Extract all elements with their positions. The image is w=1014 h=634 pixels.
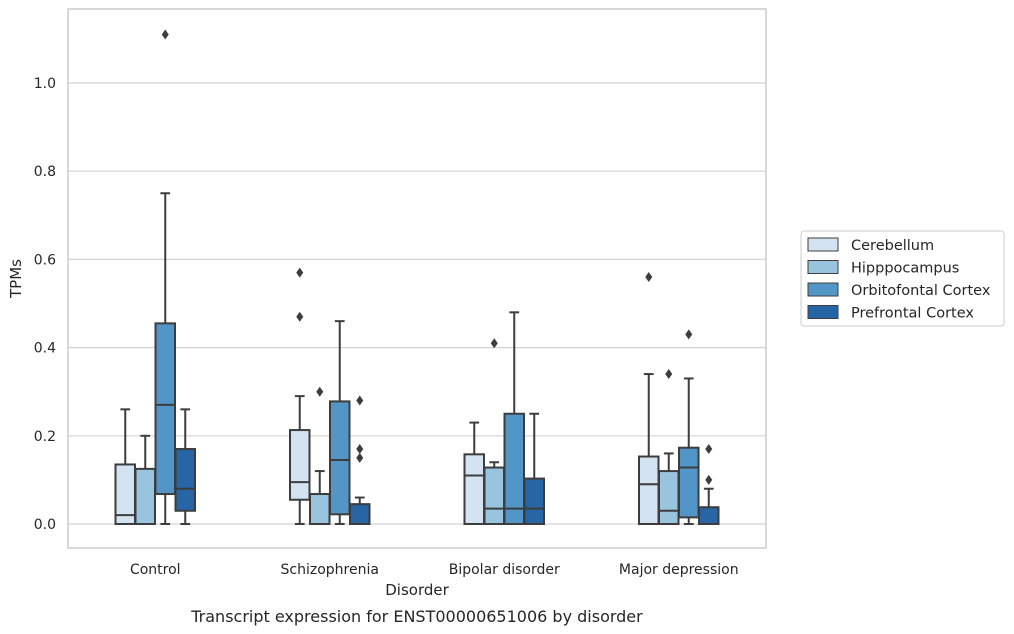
legend-label: Cerebellum bbox=[851, 238, 934, 254]
box-prefrontal-cortex-1 bbox=[349, 395, 371, 525]
x-tick-label: Bipolar disorder bbox=[449, 562, 560, 578]
legend-label: Hipppocampus bbox=[851, 261, 959, 277]
legend-swatch bbox=[807, 237, 839, 252]
outlier-point bbox=[296, 267, 304, 278]
box-hipppocampus-3 bbox=[658, 369, 680, 525]
outlier-point bbox=[645, 272, 653, 283]
outlier-point bbox=[316, 386, 324, 397]
box-iqr bbox=[463, 453, 485, 525]
box-iqr bbox=[134, 467, 156, 525]
box-orbitofontal-cortex-2 bbox=[503, 311, 525, 525]
y-tick-label: 0.0 bbox=[34, 517, 56, 533]
plot-frame bbox=[67, 8, 767, 549]
box-iqr bbox=[174, 448, 196, 512]
box-iqr bbox=[503, 412, 525, 525]
box-iqr bbox=[638, 455, 660, 526]
box-orbitofontal-cortex-1 bbox=[329, 320, 351, 525]
box-iqr bbox=[658, 470, 680, 525]
y-axis-ticks: 0.0 0.2 0.4 0.6 0.8 1.0 bbox=[34, 76, 56, 533]
box-iqr bbox=[678, 446, 700, 519]
box-iqr bbox=[523, 477, 545, 525]
outlier-point bbox=[356, 444, 364, 455]
box-hipppocampus-1 bbox=[309, 386, 331, 525]
box-iqr bbox=[349, 503, 371, 525]
x-tick-label: Control bbox=[130, 562, 181, 578]
box-iqr bbox=[483, 466, 505, 525]
outlier-point bbox=[356, 395, 364, 406]
y-tick-label: 0.8 bbox=[34, 164, 56, 180]
box-cerebellum-3 bbox=[638, 272, 660, 526]
legend: Cerebellum Hipppocampus Orbitofontal Corte… bbox=[800, 230, 1005, 327]
outlier-point bbox=[685, 329, 693, 340]
outlier-point bbox=[665, 369, 673, 380]
box-prefrontal-cortex-3 bbox=[698, 444, 720, 526]
box-orbitofontal-cortex-0 bbox=[154, 29, 176, 525]
box-hipppocampus-0 bbox=[134, 434, 156, 525]
outlier-point bbox=[490, 338, 498, 349]
y-tick-label: 0.4 bbox=[34, 341, 56, 357]
box-prefrontal-cortex-2 bbox=[523, 412, 545, 525]
x-tick-label: Schizophrenia bbox=[281, 562, 379, 578]
box-prefrontal-cortex-0 bbox=[174, 408, 196, 525]
y-tick-label: 1.0 bbox=[34, 76, 56, 92]
box-iqr bbox=[309, 493, 331, 525]
outlier-point bbox=[705, 474, 713, 485]
chart-caption: Transcript expression for ENST0000065100… bbox=[190, 607, 643, 626]
box-iqr bbox=[289, 429, 311, 501]
box-iqr bbox=[329, 400, 351, 516]
outlier-point bbox=[356, 452, 364, 463]
legend-frame bbox=[800, 230, 1005, 327]
outlier-point bbox=[705, 444, 713, 455]
x-tick-label: Major depression bbox=[619, 562, 739, 578]
box-cerebellum-1 bbox=[289, 267, 311, 525]
y-axis-label: TPMs bbox=[7, 259, 25, 299]
box-cerebellum-2 bbox=[463, 421, 485, 525]
legend-label: Prefrontal Cortex bbox=[851, 306, 974, 322]
box-cerebellum-0 bbox=[114, 408, 136, 525]
outlier-point bbox=[296, 311, 304, 322]
box-iqr bbox=[154, 322, 176, 496]
outlier-point bbox=[161, 29, 169, 40]
y-tick-label: 0.6 bbox=[34, 252, 56, 268]
y-tick-label: 0.2 bbox=[34, 429, 56, 445]
legend-swatch bbox=[807, 260, 839, 274]
x-axis-ticks: Control Schizophrenia Bipolar disorder Majo… bbox=[130, 562, 739, 578]
plot-area bbox=[114, 29, 720, 526]
box-orbitofontal-cortex-3 bbox=[678, 329, 700, 525]
legend-swatch bbox=[807, 282, 839, 297]
legend-swatch bbox=[807, 305, 839, 319]
box-iqr bbox=[698, 506, 720, 526]
legend-label: Orbitofontal Cortex bbox=[851, 283, 991, 299]
x-axis-label: Disorder bbox=[385, 581, 449, 599]
box-hipppocampus-2 bbox=[483, 338, 505, 525]
